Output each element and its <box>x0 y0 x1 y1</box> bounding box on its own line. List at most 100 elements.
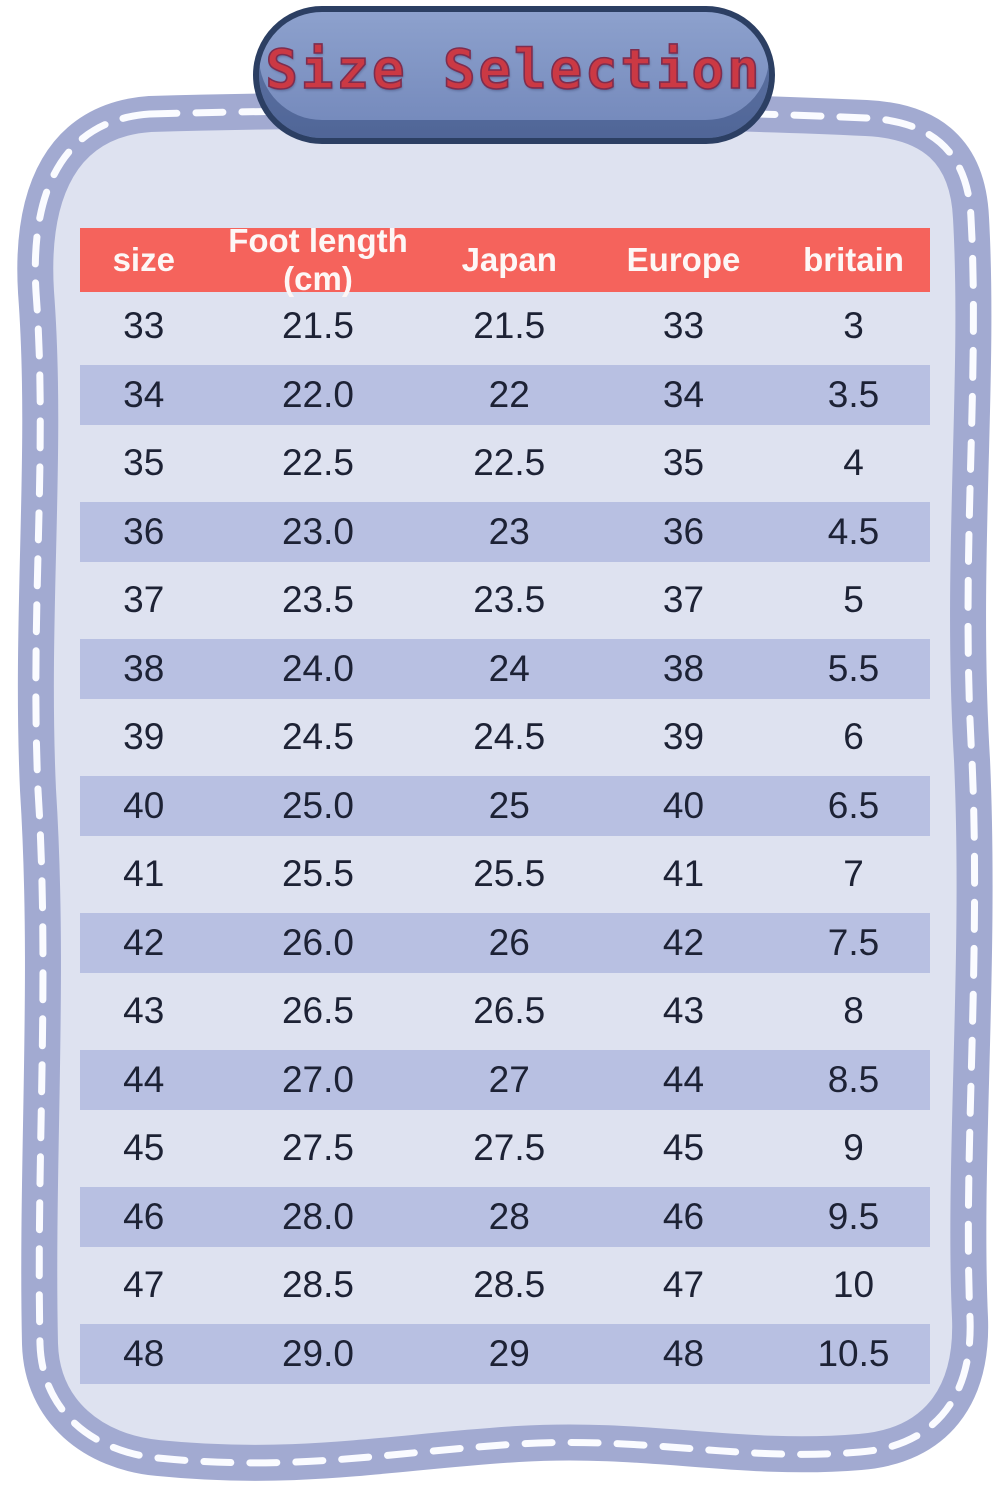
table-cell: 6.5 <box>827 784 880 826</box>
table-header-cell: britain <box>803 241 904 278</box>
table-cell: 25 <box>488 784 530 826</box>
table-cell: 42 <box>123 921 165 963</box>
table-row: 35 22.5 22.5 35 4 <box>80 429 930 498</box>
table-cell: 22.5 <box>473 442 546 484</box>
table-cell: 26.5 <box>473 990 546 1032</box>
table-cell: 28.5 <box>281 1264 354 1306</box>
table-cell: 25.5 <box>473 853 546 895</box>
table-cell: 27.5 <box>281 1127 354 1169</box>
table-cell: 37 <box>662 579 705 621</box>
table-row: 34 22.0 22 34 3.5 <box>80 360 930 429</box>
table-row: 48 29.0 29 48 10.5 <box>80 1319 930 1388</box>
table-cell: 7.5 <box>827 921 880 963</box>
table-cell: 21.5 <box>281 305 354 347</box>
table-cell: 29 <box>488 1332 530 1374</box>
table-header-row: size Foot length (cm) Japan Europe britain <box>80 222 930 297</box>
table-cell: 21.5 <box>473 305 546 347</box>
table-cell: 44 <box>123 1058 165 1100</box>
table-row: 44 27.0 27 44 8.5 <box>80 1045 930 1114</box>
table-row: 46 28.0 28 46 9.5 <box>80 1182 930 1251</box>
table-cell: 47 <box>123 1264 165 1306</box>
table-cell: 43 <box>123 990 165 1032</box>
table-cell: 39 <box>662 716 705 758</box>
title-badge: Size Selection <box>253 6 775 144</box>
table-cell: 35 <box>123 442 165 484</box>
table-cell: 22 <box>488 373 530 415</box>
table-cell: 8.5 <box>827 1058 880 1100</box>
table-row: 37 23.5 23.5 37 5 <box>80 566 930 635</box>
table-row: 41 25.5 25.5 41 7 <box>80 840 930 909</box>
table-cell: 25.5 <box>281 853 354 895</box>
table-cell: 24 <box>488 647 530 689</box>
table-cell: 22.0 <box>281 373 354 415</box>
table-cell: 45 <box>123 1127 165 1169</box>
table-cell: 36 <box>662 510 705 552</box>
table-header-cell: Foot length (cm) <box>228 222 408 297</box>
table-cell: 24.5 <box>473 716 546 758</box>
table-cell: 41 <box>662 853 705 895</box>
table-cell: 27.0 <box>281 1058 354 1100</box>
table-cell: 22.5 <box>281 442 354 484</box>
table-row: 40 25.0 25 40 6.5 <box>80 771 930 840</box>
table-cell: 46 <box>123 1195 165 1237</box>
table-cell: 23 <box>488 510 530 552</box>
page-title: Size Selection <box>265 37 763 102</box>
table-cell: 3.5 <box>827 373 880 415</box>
table-cell: 39 <box>123 716 165 758</box>
table-cell: 41 <box>123 853 165 895</box>
table-cell: 23.0 <box>281 510 354 552</box>
size-table: size Foot length (cm) Japan Europe britain 3… <box>80 222 930 1388</box>
table-cell: 38 <box>662 647 705 689</box>
table-cell: 34 <box>662 373 705 415</box>
table-cell: 27 <box>488 1058 530 1100</box>
table-row: 36 23.0 23 36 4.5 <box>80 497 930 566</box>
table-cell: 10 <box>832 1264 875 1306</box>
table-cell: 27.5 <box>473 1127 546 1169</box>
table-cell: 8 <box>843 990 864 1032</box>
table-cell: 23.5 <box>473 579 546 621</box>
table-cell: 24.5 <box>281 716 354 758</box>
table-cell: 25.0 <box>281 784 354 826</box>
table-row: 33 21.5 21.5 33 3 <box>80 292 930 361</box>
table-cell: 40 <box>662 784 705 826</box>
table-cell: 47 <box>662 1264 705 1306</box>
table-cell: 26.5 <box>281 990 354 1032</box>
table-cell: 42 <box>662 921 705 963</box>
table-cell: 43 <box>662 990 705 1032</box>
table-cell: 5.5 <box>827 647 880 689</box>
table-cell: 10.5 <box>817 1332 890 1374</box>
table-cell: 6 <box>843 716 864 758</box>
table-row: 43 26.5 26.5 43 8 <box>80 977 930 1046</box>
table-body: 33 21.5 21.5 33 3 34 22.0 22 34 3.5 35 22.5 22.5 35 4 3… <box>80 292 930 1388</box>
table-row: 39 24.5 24.5 39 6 <box>80 703 930 772</box>
table-cell: 4 <box>843 442 864 484</box>
table-cell: 35 <box>662 442 705 484</box>
table-cell: 7 <box>843 853 864 895</box>
table-cell: 9 <box>843 1127 864 1169</box>
table-cell: 26 <box>488 921 530 963</box>
table-cell: 28 <box>488 1195 530 1237</box>
table-cell: 48 <box>662 1332 705 1374</box>
table-header-cell: Europe <box>626 241 741 278</box>
table-cell: 9.5 <box>827 1195 880 1237</box>
table-cell: 37 <box>123 579 165 621</box>
table-cell: 46 <box>662 1195 705 1237</box>
table-cell: 36 <box>123 510 165 552</box>
table-cell: 45 <box>662 1127 705 1169</box>
table-row: 47 28.5 28.5 47 10 <box>80 1251 930 1320</box>
table-cell: 40 <box>123 784 165 826</box>
table-cell: 33 <box>662 305 705 347</box>
table-cell: 33 <box>123 305 165 347</box>
table-cell: 4.5 <box>827 510 880 552</box>
table-cell: 48 <box>123 1332 165 1374</box>
table-header-cell: size <box>112 241 175 278</box>
table-cell: 26.0 <box>281 921 354 963</box>
table-cell: 24.0 <box>281 647 354 689</box>
table-cell: 28.5 <box>473 1264 546 1306</box>
table-cell: 44 <box>662 1058 705 1100</box>
table-cell: 23.5 <box>281 579 354 621</box>
table-cell: 5 <box>843 579 864 621</box>
table-cell: 38 <box>123 647 165 689</box>
table-row: 38 24.0 24 38 5.5 <box>80 634 930 703</box>
